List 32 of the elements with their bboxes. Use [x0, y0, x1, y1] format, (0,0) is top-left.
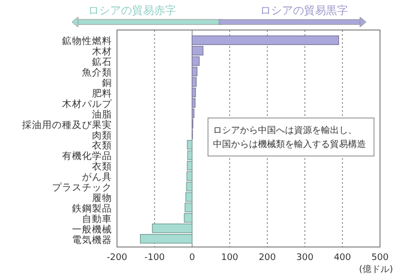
- y-tick-label: 衣類: [92, 160, 112, 173]
- text: ロシアの貿易赤字: [88, 4, 176, 17]
- y-tick-label: 衣類: [92, 140, 112, 152]
- y-tick-label: 自動車: [82, 212, 112, 225]
- text: ロシアの貿易黒字: [260, 4, 348, 17]
- y-tick-label: 魚介類: [82, 66, 112, 79]
- y-tick-label: 木材: [92, 46, 112, 58]
- y-tick-label: 鉄鋼製品: [72, 202, 112, 214]
- y-tick-label: 肥料: [92, 87, 112, 100]
- x-tick-label: -100: [144, 253, 166, 263]
- y-tick-label: プラスチック: [52, 182, 112, 194]
- x-axis-title: (億ドル): [358, 264, 394, 275]
- x-tick-label: -200: [106, 253, 128, 263]
- x-tick-label: 100: [221, 253, 239, 263]
- x-tick-label: 0: [189, 253, 196, 263]
- y-tick-label: 有機化学品: [62, 150, 112, 162]
- x-tick-label: 400: [334, 253, 352, 263]
- y-tick-label: 鉱物性燃料: [62, 35, 112, 48]
- y-tick-label: がん具: [82, 172, 112, 184]
- annotation: ロシアから中国へは資源を輸出し、中国からは機械類を輸入する貿易構造: [213, 125, 366, 150]
- y-tick-label: 肉類: [92, 129, 112, 142]
- y-tick-label: 銅: [102, 78, 112, 90]
- y-tick-label: 履物: [92, 192, 112, 204]
- y-tick-label: 油脂: [92, 108, 112, 120]
- x-tick-label: 500: [371, 253, 389, 263]
- y-tick-label: 一般機械: [72, 223, 112, 236]
- y-tick-label: 鉱石: [92, 56, 112, 68]
- y-tick-label: 木材パルプ: [62, 98, 113, 110]
- y-tick-label: 採油用の種及び果実: [22, 118, 112, 131]
- x-tick-label: 200: [258, 253, 276, 263]
- x-tick-label: 300: [296, 253, 314, 263]
- y-tick-label: 電気機器: [72, 234, 112, 246]
